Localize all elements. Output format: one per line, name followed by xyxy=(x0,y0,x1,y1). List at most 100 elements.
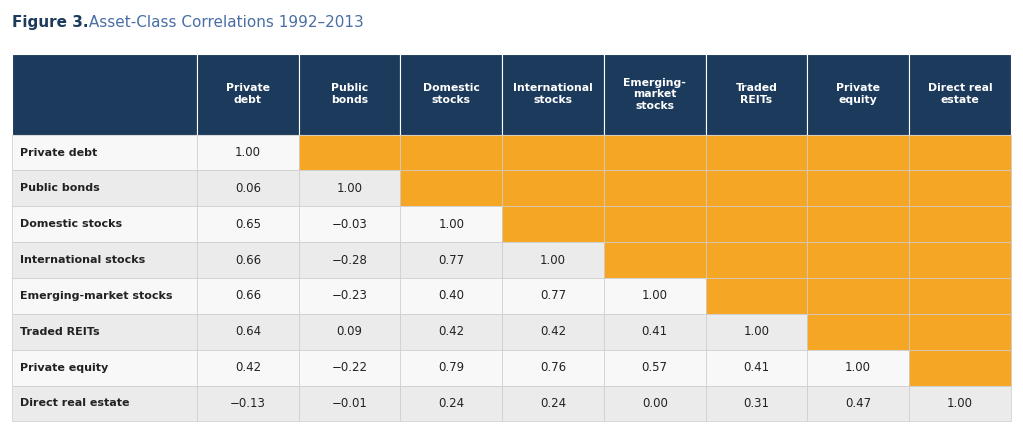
Bar xyxy=(909,278,1011,314)
Bar xyxy=(12,206,197,242)
Text: 0.41: 0.41 xyxy=(641,325,668,338)
Bar xyxy=(299,278,400,314)
Text: 0.42: 0.42 xyxy=(438,325,464,338)
Text: 1.00: 1.00 xyxy=(235,146,261,159)
Bar xyxy=(909,242,1011,278)
Bar xyxy=(604,314,706,350)
Text: 1.00: 1.00 xyxy=(438,218,464,231)
Bar xyxy=(502,206,604,242)
Text: Private
debt: Private debt xyxy=(226,83,270,105)
Bar xyxy=(807,206,909,242)
Text: 0.77: 0.77 xyxy=(438,254,464,267)
Text: Private debt: Private debt xyxy=(20,147,97,157)
Text: 1.00: 1.00 xyxy=(641,289,668,302)
Bar xyxy=(909,170,1011,206)
Text: Domestic stocks: Domestic stocks xyxy=(20,219,123,229)
Bar xyxy=(12,278,197,314)
Text: Emerging-
market
stocks: Emerging- market stocks xyxy=(623,77,686,111)
Text: 0.00: 0.00 xyxy=(641,397,668,410)
Bar xyxy=(807,242,909,278)
Text: 1.00: 1.00 xyxy=(337,182,362,195)
Text: Emerging-market stocks: Emerging-market stocks xyxy=(20,291,173,301)
Bar xyxy=(706,314,807,350)
Bar xyxy=(604,350,706,386)
Bar xyxy=(502,314,604,350)
Bar xyxy=(197,54,299,135)
Bar xyxy=(299,314,400,350)
Bar xyxy=(604,170,706,206)
Bar xyxy=(197,206,299,242)
Text: 0.42: 0.42 xyxy=(235,361,261,374)
Bar xyxy=(807,314,909,350)
Bar xyxy=(604,135,706,170)
Bar xyxy=(12,386,197,421)
Bar xyxy=(197,242,299,278)
Text: 0.79: 0.79 xyxy=(438,361,464,374)
Text: Direct real estate: Direct real estate xyxy=(20,399,130,408)
Bar xyxy=(807,170,909,206)
Bar xyxy=(299,54,400,135)
Bar xyxy=(197,170,299,206)
Text: International stocks: International stocks xyxy=(20,255,145,265)
Text: 1.00: 1.00 xyxy=(845,361,872,374)
Text: −0.13: −0.13 xyxy=(230,397,266,410)
Bar xyxy=(502,135,604,170)
Text: Private equity: Private equity xyxy=(20,362,108,373)
Bar xyxy=(706,135,807,170)
Bar xyxy=(400,350,502,386)
Bar xyxy=(400,278,502,314)
Bar xyxy=(299,350,400,386)
Bar xyxy=(706,242,807,278)
Text: 0.66: 0.66 xyxy=(235,289,261,302)
Text: 1.00: 1.00 xyxy=(540,254,566,267)
Text: Direct real
estate: Direct real estate xyxy=(928,83,992,105)
Bar xyxy=(197,350,299,386)
Bar xyxy=(400,242,502,278)
Text: 0.47: 0.47 xyxy=(845,397,872,410)
Text: International
stocks: International stocks xyxy=(514,83,593,105)
Text: Domestic
stocks: Domestic stocks xyxy=(422,83,480,105)
Bar xyxy=(706,206,807,242)
Bar xyxy=(909,314,1011,350)
Text: −0.01: −0.01 xyxy=(331,397,367,410)
Text: 0.40: 0.40 xyxy=(438,289,464,302)
Bar xyxy=(12,314,197,350)
Bar xyxy=(706,350,807,386)
Bar xyxy=(400,135,502,170)
Bar xyxy=(197,386,299,421)
Text: −0.28: −0.28 xyxy=(331,254,367,267)
Bar xyxy=(299,206,400,242)
Bar xyxy=(807,278,909,314)
Text: 0.06: 0.06 xyxy=(235,182,261,195)
Bar xyxy=(909,135,1011,170)
Text: Figure 3.: Figure 3. xyxy=(12,15,89,30)
Bar xyxy=(12,170,197,206)
Text: 0.24: 0.24 xyxy=(540,397,566,410)
Bar xyxy=(400,54,502,135)
Text: 0.66: 0.66 xyxy=(235,254,261,267)
Text: Private
equity: Private equity xyxy=(836,83,880,105)
Bar xyxy=(400,386,502,421)
Text: Asset-Class Correlations 1992–2013: Asset-Class Correlations 1992–2013 xyxy=(84,15,363,30)
Bar xyxy=(502,350,604,386)
Text: 0.76: 0.76 xyxy=(540,361,566,374)
Bar xyxy=(604,278,706,314)
Bar xyxy=(299,386,400,421)
Text: Traded REITs: Traded REITs xyxy=(20,327,100,337)
Bar xyxy=(197,314,299,350)
Bar xyxy=(604,54,706,135)
Bar xyxy=(909,386,1011,421)
Text: 1.00: 1.00 xyxy=(947,397,973,410)
Text: 0.31: 0.31 xyxy=(744,397,769,410)
Text: 1.00: 1.00 xyxy=(744,325,769,338)
Text: Public bonds: Public bonds xyxy=(20,184,100,194)
Bar xyxy=(299,170,400,206)
Bar xyxy=(706,170,807,206)
Text: 0.64: 0.64 xyxy=(235,325,261,338)
Bar xyxy=(299,135,400,170)
Bar xyxy=(502,278,604,314)
Text: −0.23: −0.23 xyxy=(331,289,367,302)
Text: 0.42: 0.42 xyxy=(540,325,566,338)
Text: 0.24: 0.24 xyxy=(438,397,464,410)
Bar xyxy=(909,206,1011,242)
